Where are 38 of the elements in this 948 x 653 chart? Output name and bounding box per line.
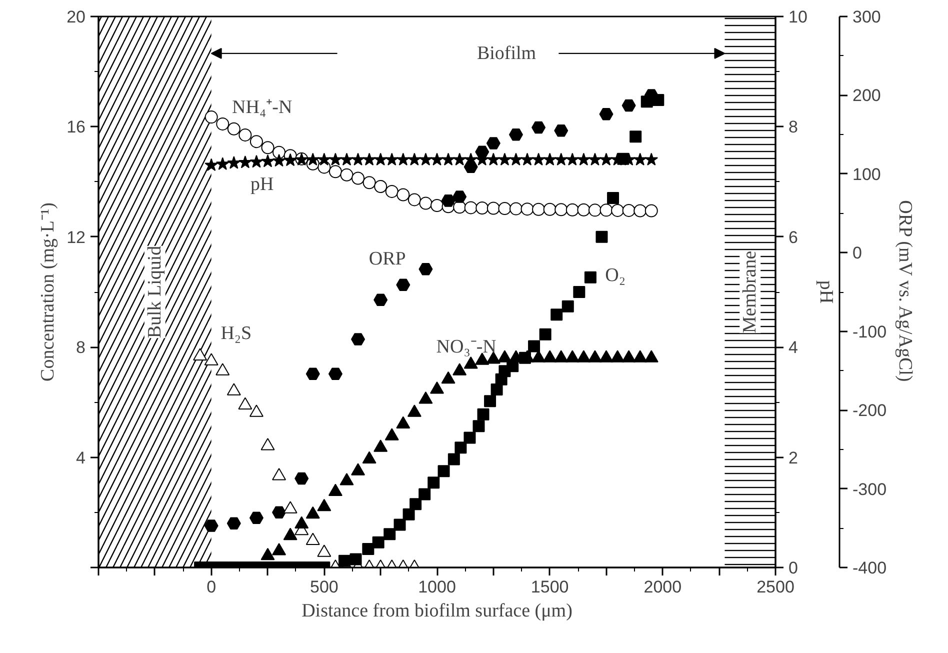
y2-tick-label: 4 xyxy=(788,338,798,358)
annotation: ORP xyxy=(368,248,406,270)
x-tick-label: 1000 xyxy=(418,578,456,596)
y3-tick-label: -300 xyxy=(852,480,887,499)
y3-tick-label: -200 xyxy=(852,401,887,420)
band-label: Membrane xyxy=(740,250,761,334)
y2-tick-label: 8 xyxy=(788,118,798,137)
y3-tick-label: 0 xyxy=(852,244,862,263)
annotation: Biofilm xyxy=(476,42,536,64)
y-tick-label: 20 xyxy=(66,8,86,26)
y3-tick-label: 200 xyxy=(852,86,881,106)
annotation: H₂S xyxy=(220,322,252,344)
y3-tick-label: 100 xyxy=(852,164,881,184)
y2-axis-title: pH xyxy=(815,280,836,304)
y-tick-label: 16 xyxy=(66,118,86,137)
y2-tick-label: 0 xyxy=(788,558,798,578)
y-tick-label: 4 xyxy=(76,448,86,468)
x-tick-label: 1500 xyxy=(530,578,569,596)
x-axis-title: Distance from biofilm surface (μm) xyxy=(302,600,572,622)
y-axis-title: Concentration (mg·L⁻¹) xyxy=(38,202,59,382)
y3-axis-title: ORP (mV vs. Ag/AgCl) xyxy=(894,200,916,382)
x-tick-label: 2000 xyxy=(644,578,682,596)
x-tick-label: 0 xyxy=(206,578,216,596)
y3-tick-label: 300 xyxy=(852,8,881,26)
y-tick-label: 12 xyxy=(66,228,86,247)
y2-tick-label: 10 xyxy=(788,8,808,26)
y3-tick-label: -100 xyxy=(852,322,887,342)
annotation: pH xyxy=(250,174,274,196)
annotation: NO₃⁻-N xyxy=(436,336,497,358)
y3-tick-label: -400 xyxy=(852,558,887,578)
band-label: Bulk Liquid xyxy=(144,245,166,338)
x-tick-label: 2500 xyxy=(756,578,794,596)
annotation: O₂ xyxy=(605,264,626,286)
annotation: NH₄⁺-N xyxy=(232,96,292,118)
y-tick-label: 8 xyxy=(76,338,86,358)
y2-tick-label: 2 xyxy=(788,448,798,468)
x-tick-label: 500 xyxy=(310,578,338,596)
y2-tick-label: 6 xyxy=(788,228,798,247)
